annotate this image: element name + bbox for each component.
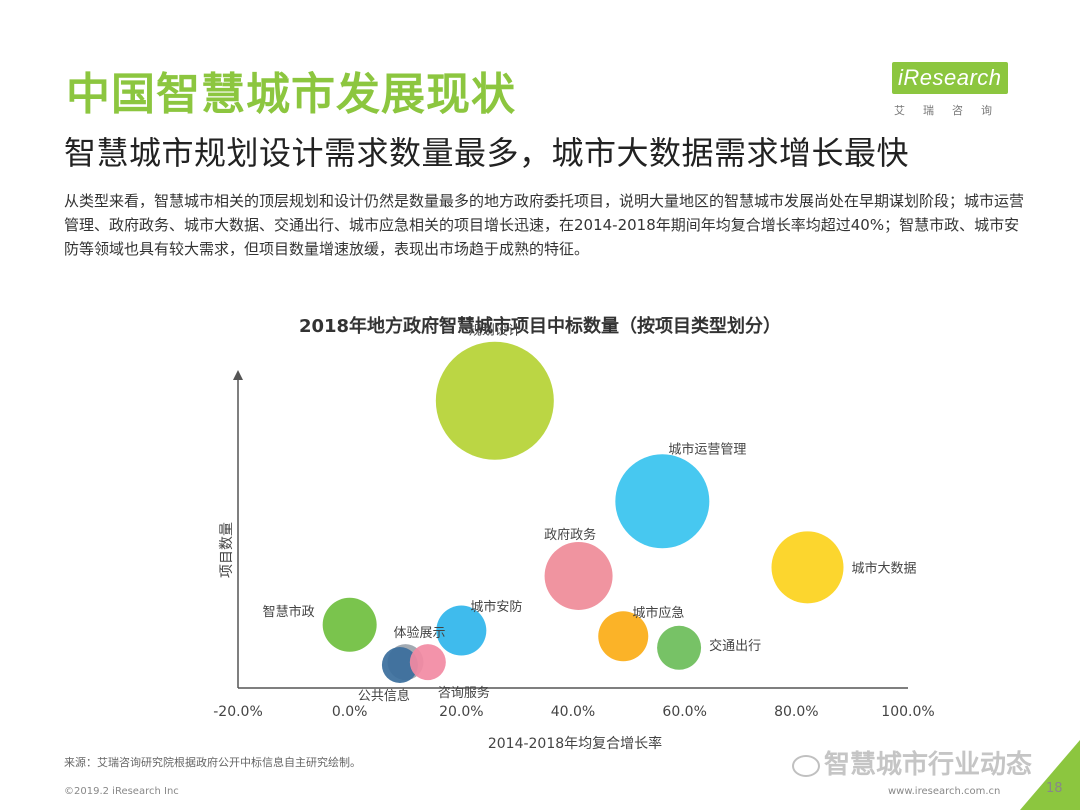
x-tick-label: 80.0%: [774, 704, 818, 720]
bubble-point: [409, 644, 446, 681]
copyright: ©2019.2 iResearch Inc: [64, 786, 179, 797]
website-url: www.iresearch.com.cn: [888, 786, 1001, 797]
bubble-point: [381, 647, 418, 684]
bubble-point: [598, 611, 649, 662]
logo-subtitle: 艾瑞咨询: [894, 104, 1010, 117]
watermark-text: 智慧城市行业动态: [824, 750, 1033, 780]
bubble-point: [544, 541, 613, 610]
bubble-point: [436, 605, 487, 656]
wechat-icon: [792, 754, 820, 777]
bubble-label: 公共信息: [358, 688, 410, 704]
bubble-point: [615, 454, 710, 549]
bubble-label: 规划设计: [469, 324, 521, 339]
x-axis-label: 2014-2018年均复合增长率: [488, 735, 662, 752]
logo-word: iResearch: [892, 62, 1008, 94]
bubble-point: [657, 625, 702, 670]
x-tick-label: 0.0%: [332, 704, 368, 720]
x-tick-label: 20.0%: [439, 704, 483, 720]
x-tick-label: 40.0%: [551, 704, 595, 720]
chart-title: 2018年地方政府智慧城市项目中标数量（按项目类型划分）: [298, 316, 782, 337]
x-tick-label: 100.0%: [881, 704, 934, 720]
y-axis-arrow: [233, 370, 243, 380]
iresearch-logo: iResearch 艾瑞咨询: [892, 60, 1027, 122]
source-note: 来源：艾瑞咨询研究院根据政府公开中标信息自主研究绘制。: [64, 756, 361, 769]
bubble-label: 城市安防: [470, 599, 522, 615]
description-paragraph: 从类型来看，智慧城市相关的顶层规划和设计仍然是数量最多的地方政府委托项目，说明大…: [64, 192, 1025, 258]
bubble-label: 政府政务: [544, 527, 596, 543]
bubble-label: 体验展示: [393, 625, 445, 641]
bubble-label: 交通出行: [709, 638, 761, 654]
y-axis-label: 项目数量: [219, 522, 235, 578]
bubble-point: [435, 341, 554, 460]
page-number: 18: [1046, 781, 1063, 796]
page-subtitle: 智慧城市规划设计需求数量最多，城市大数据需求增长最快: [64, 134, 910, 172]
watermark: 智慧城市行业动态: [792, 744, 1032, 781]
corner-decoration: [1020, 740, 1080, 810]
page-title: 中国智慧城市发展现状: [66, 69, 516, 120]
bubble-label: 城市应急: [632, 605, 684, 621]
bubble-label: 城市运营管理: [668, 441, 746, 457]
x-tick-label: -20.0%: [213, 704, 263, 720]
x-tick-label: 60.0%: [662, 704, 706, 720]
bubble-label: 城市大数据: [852, 560, 917, 576]
bubble-point: [771, 531, 844, 604]
bubble-label: 智慧市政: [263, 604, 315, 620]
bubble-point: [322, 597, 377, 652]
bubble-label: 咨询服务: [438, 685, 490, 701]
